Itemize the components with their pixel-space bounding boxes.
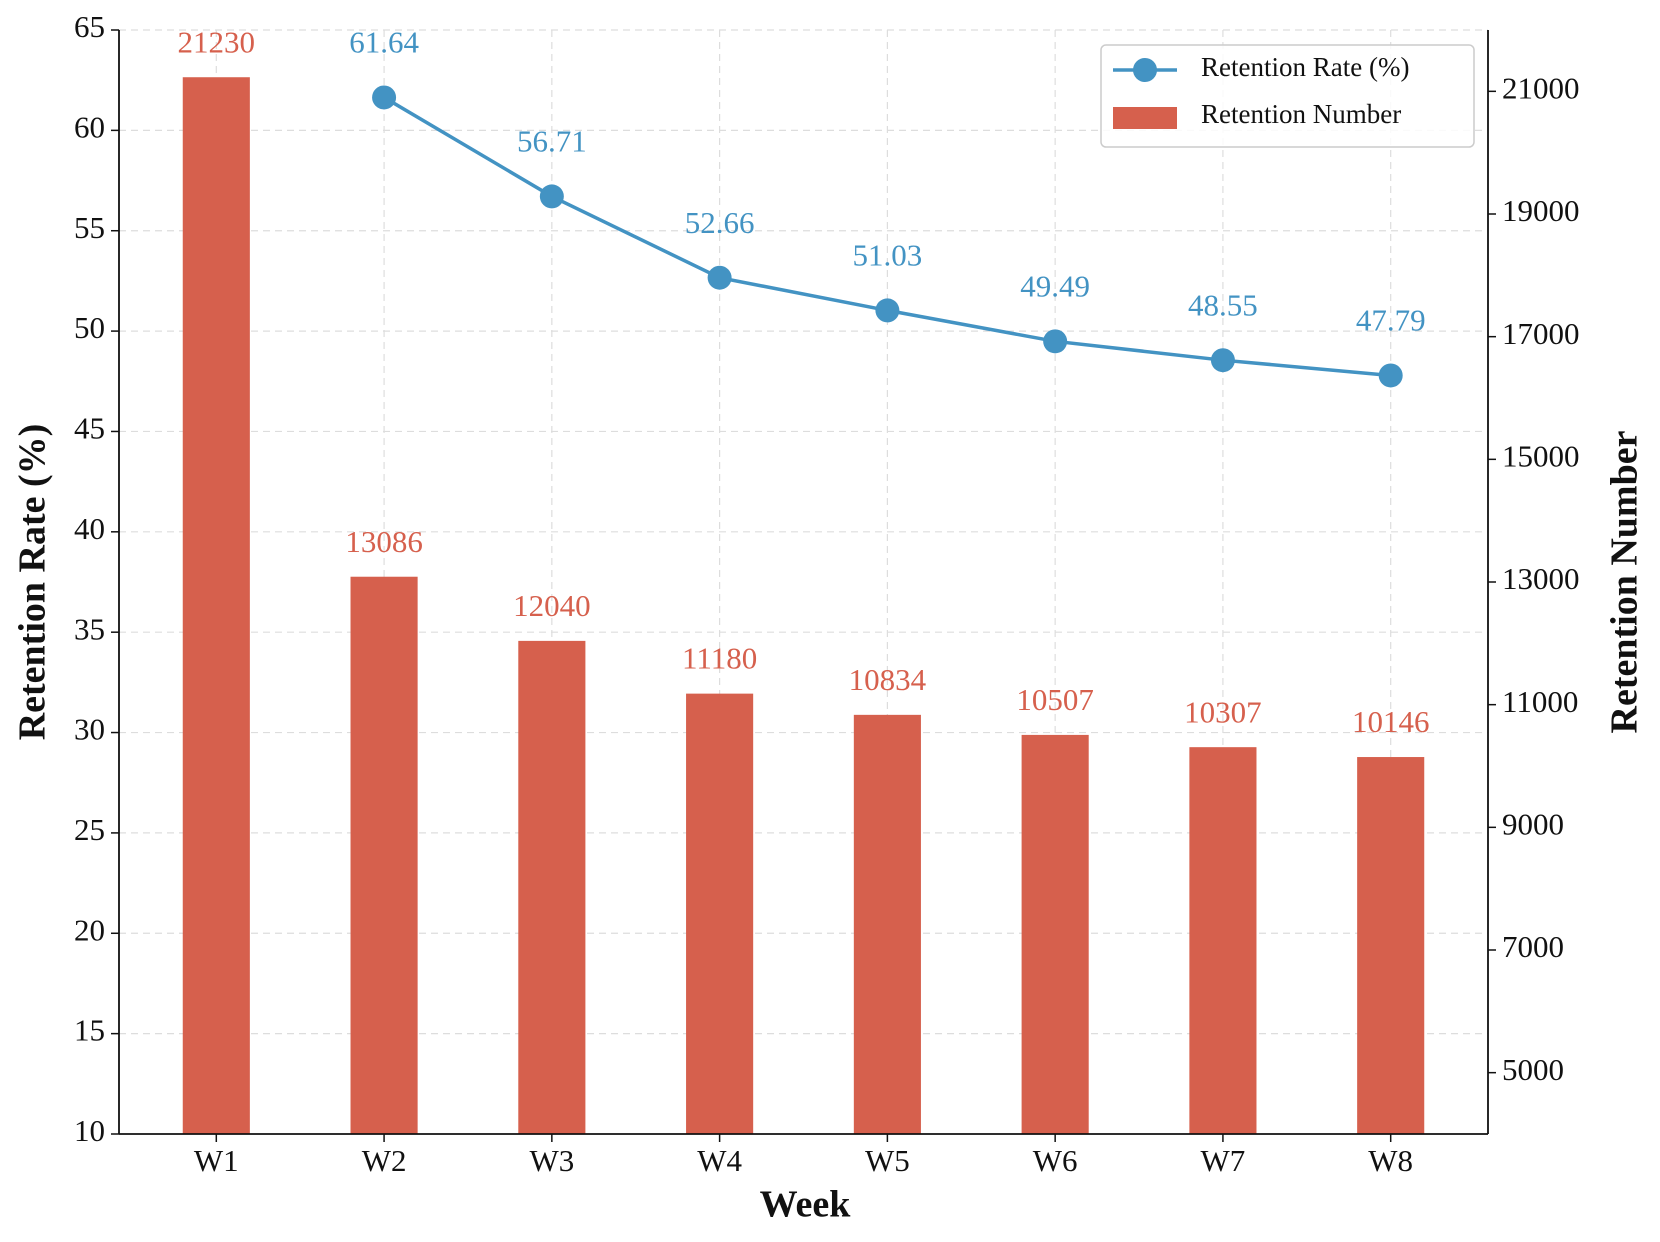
y2-tick-label: 15000	[1502, 438, 1580, 473]
line-point	[372, 85, 397, 110]
bar-label: 12040	[513, 588, 591, 623]
point-label: 56.71	[517, 124, 587, 159]
x-tick-label: W7	[1201, 1143, 1246, 1178]
y-axis-label: Retention Rate (%)	[12, 424, 54, 741]
y-tick-label: 45	[74, 411, 105, 446]
y2-tick-label: 5000	[1502, 1052, 1564, 1087]
bar-label: 10146	[1352, 704, 1430, 739]
bar-label: 10834	[849, 662, 927, 697]
y-tick-label: 10	[74, 1113, 105, 1148]
bar-label: 10307	[1184, 694, 1262, 729]
bar	[518, 640, 586, 1134]
y-tick-label: 40	[74, 511, 105, 546]
y2-tick-label: 21000	[1502, 70, 1580, 105]
bar-label: 21230	[178, 24, 256, 59]
point-label: 52.66	[685, 205, 755, 240]
x-tick-label: W3	[529, 1143, 574, 1178]
legend-label: Retention Rate (%)	[1201, 52, 1409, 82]
y2-tick-label: 17000	[1502, 316, 1580, 351]
y2-tick-label: 11000	[1502, 684, 1578, 719]
point-label: 49.49	[1020, 268, 1090, 303]
bar-label: 13086	[345, 524, 423, 559]
line-point	[1043, 329, 1068, 354]
x-tick-label: W1	[194, 1143, 239, 1178]
legend-marker	[1133, 58, 1157, 82]
y-tick-label: 60	[74, 109, 105, 144]
line-point	[707, 265, 732, 290]
y-tick-label: 20	[74, 912, 105, 947]
legend-swatch	[1113, 107, 1177, 129]
line-point	[539, 184, 564, 209]
y2-axis-label: Retention Number	[1604, 430, 1646, 733]
bar	[1021, 734, 1089, 1134]
y2-tick-label: 13000	[1502, 561, 1580, 596]
bar-label: 10507	[1016, 682, 1094, 717]
legend-label: Retention Number	[1201, 99, 1401, 129]
y2-tick-label: 19000	[1502, 193, 1580, 228]
x-tick-label: W5	[865, 1143, 910, 1178]
x-tick-label: W4	[697, 1143, 742, 1178]
y2-tick-label: 9000	[1502, 806, 1564, 841]
line-point	[875, 298, 900, 323]
line-point	[1378, 363, 1403, 388]
y2-tick-label: 7000	[1502, 929, 1564, 964]
bar	[350, 576, 418, 1134]
bar	[1189, 747, 1257, 1134]
y-tick-label: 55	[74, 210, 105, 245]
line-point	[1210, 348, 1235, 373]
x-axis-label: Week	[760, 1184, 852, 1226]
y-tick-label: 30	[74, 712, 105, 747]
y-tick-label: 35	[74, 611, 105, 646]
bar	[182, 77, 250, 1134]
y-tick-label: 65	[74, 9, 105, 44]
y-tick-label: 25	[74, 812, 105, 847]
x-tick-label: W6	[1033, 1143, 1078, 1178]
bar-label: 11180	[682, 641, 757, 676]
bar	[1357, 757, 1425, 1134]
legend-box	[1100, 44, 1475, 148]
y-tick-label: 50	[74, 310, 105, 345]
bar	[853, 714, 921, 1134]
y-tick-label: 15	[74, 1013, 105, 1048]
point-label: 51.03	[853, 238, 923, 273]
point-label: 61.64	[349, 25, 419, 60]
point-label: 47.79	[1356, 303, 1426, 338]
bar	[686, 693, 754, 1134]
x-tick-label: W2	[362, 1143, 407, 1178]
x-tick-label: W8	[1368, 1143, 1413, 1178]
point-label: 48.55	[1188, 287, 1258, 322]
